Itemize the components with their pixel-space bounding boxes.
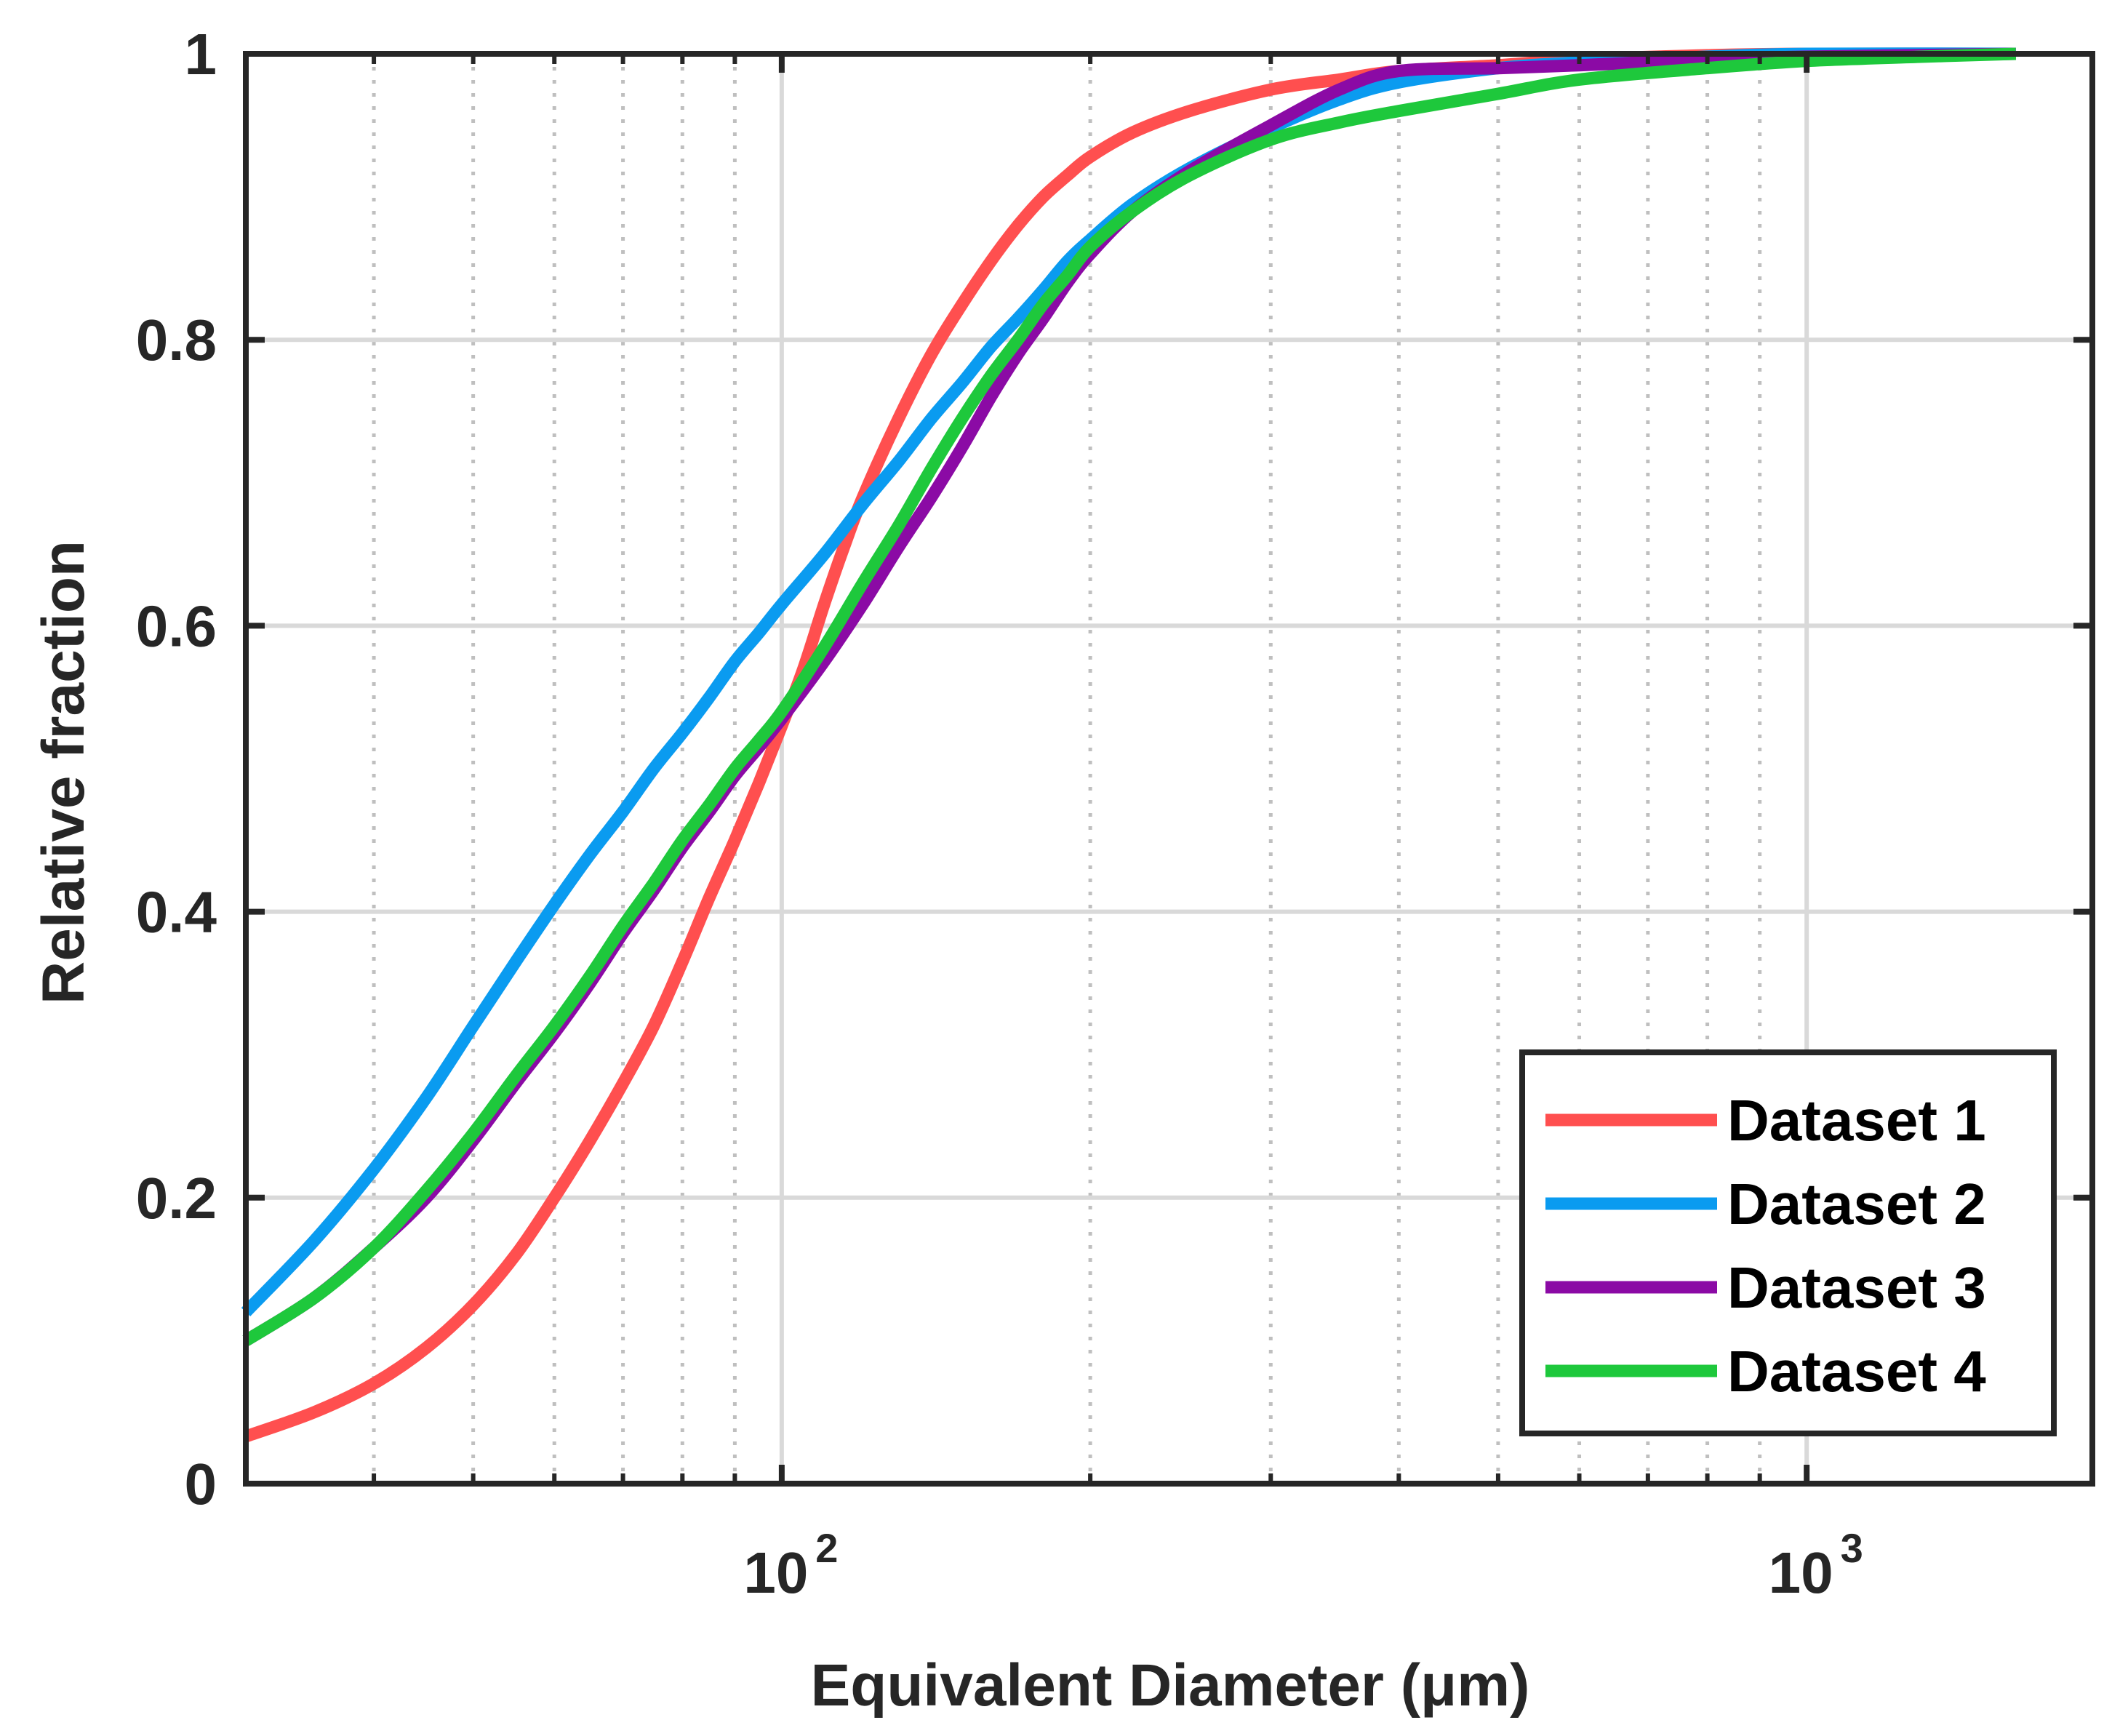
legend-label-dataset-1: Dataset 1	[1727, 1088, 1986, 1153]
y-tick-label: 0.8	[136, 308, 217, 372]
legend: Dataset 1 Dataset 2 Dataset 3 Dataset 4	[1519, 1049, 2057, 1436]
y-tick-label: 0.6	[136, 593, 217, 658]
axes-box	[243, 51, 2095, 1487]
y-tick-label: 1	[185, 22, 217, 87]
legend-label-dataset-3: Dataset 3	[1727, 1255, 1986, 1320]
tick-marks	[246, 51, 2092, 1487]
x-tick-label: 10	[1769, 1540, 1833, 1605]
legend-label-dataset-2: Dataset 2	[1727, 1172, 1986, 1236]
y-tick-label: 0.4	[136, 880, 217, 945]
series-line-dataset-4	[242, 47, 2017, 1346]
major-grid	[246, 54, 2092, 1484]
x-tick-labels: 10 2 10 3	[743, 1525, 1863, 1605]
series-layer	[241, 47, 2017, 1443]
y-tick-labels: 0 0.2 0.4 0.6 0.8 1	[136, 22, 217, 1516]
x-tick-label-exponent: 2	[815, 1525, 838, 1571]
y-axis-title: Relative fraction	[31, 540, 97, 1004]
legend-label-dataset-4: Dataset 4	[1727, 1339, 1986, 1404]
x-tick-label-exponent: 3	[1841, 1525, 1863, 1571]
y-tick-label: 0.2	[136, 1166, 217, 1231]
x-tick-label: 10	[743, 1540, 808, 1605]
x-axis-title: Equivalent Diameter (μm)	[811, 1652, 1530, 1719]
y-tick-label: 0	[185, 1452, 217, 1516]
